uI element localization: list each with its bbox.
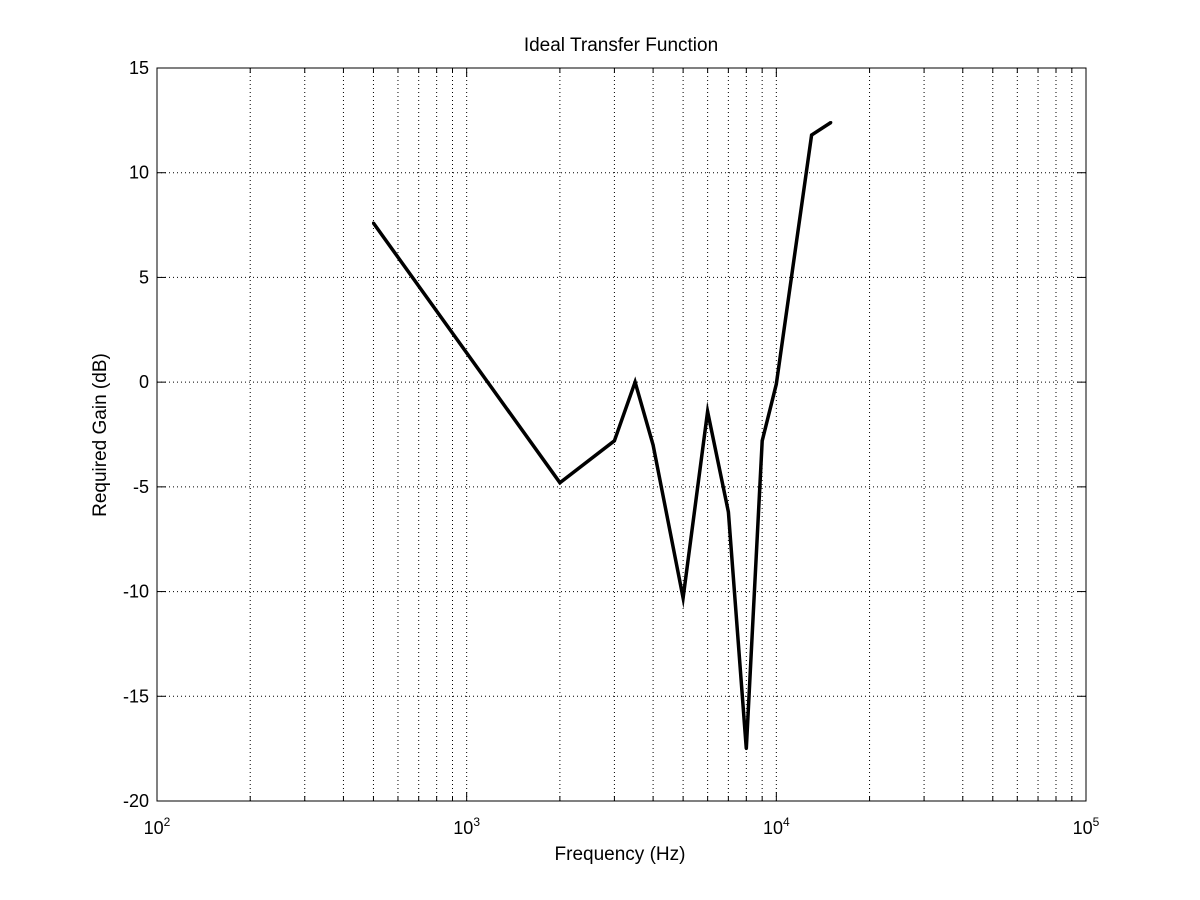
y-tick-label: 15: [129, 58, 149, 78]
data-point: [612, 439, 616, 443]
y-tick-label: -5: [133, 477, 149, 497]
y-tick-label: -15: [123, 686, 149, 706]
x-axis-title: Frequency (Hz): [555, 844, 686, 865]
tick-marks: [156, 67, 1086, 802]
data-point: [774, 382, 778, 386]
y-tick-label: -10: [123, 582, 149, 602]
data-point: [760, 439, 764, 443]
x-tick-label: 102: [144, 815, 171, 838]
data-point: [651, 443, 655, 447]
x-tick-labels: 102 103 104 105: [144, 815, 1100, 838]
plot-area-frame: [156, 67, 1087, 802]
series-layer: [371, 120, 833, 751]
plot-area-background: [157, 68, 1086, 801]
data-point: [633, 380, 637, 384]
x-tick-label: 103: [453, 815, 480, 838]
data-point: [810, 133, 814, 137]
y-tick-label: 10: [129, 163, 149, 183]
y-tick-label: -20: [123, 791, 149, 811]
y-tick-label: 0: [139, 372, 149, 392]
data-point: [726, 510, 730, 514]
y-tick-labels: 15 10 5 0 -5 -10 -15 -20: [123, 58, 149, 811]
x-tick-label: 105: [1073, 815, 1100, 838]
chart-title: Ideal Transfer Function: [524, 35, 718, 56]
y-tick-label: 5: [139, 267, 149, 287]
data-point: [681, 596, 685, 600]
data-point: [706, 409, 710, 413]
grid-lines: [157, 68, 1086, 801]
data-point: [371, 221, 375, 225]
data-point: [558, 481, 562, 485]
data-point: [744, 747, 748, 751]
data-point: [829, 120, 833, 124]
y-axis-title: Required Gain (dB): [90, 353, 111, 517]
x-tick-label: 104: [763, 815, 790, 838]
